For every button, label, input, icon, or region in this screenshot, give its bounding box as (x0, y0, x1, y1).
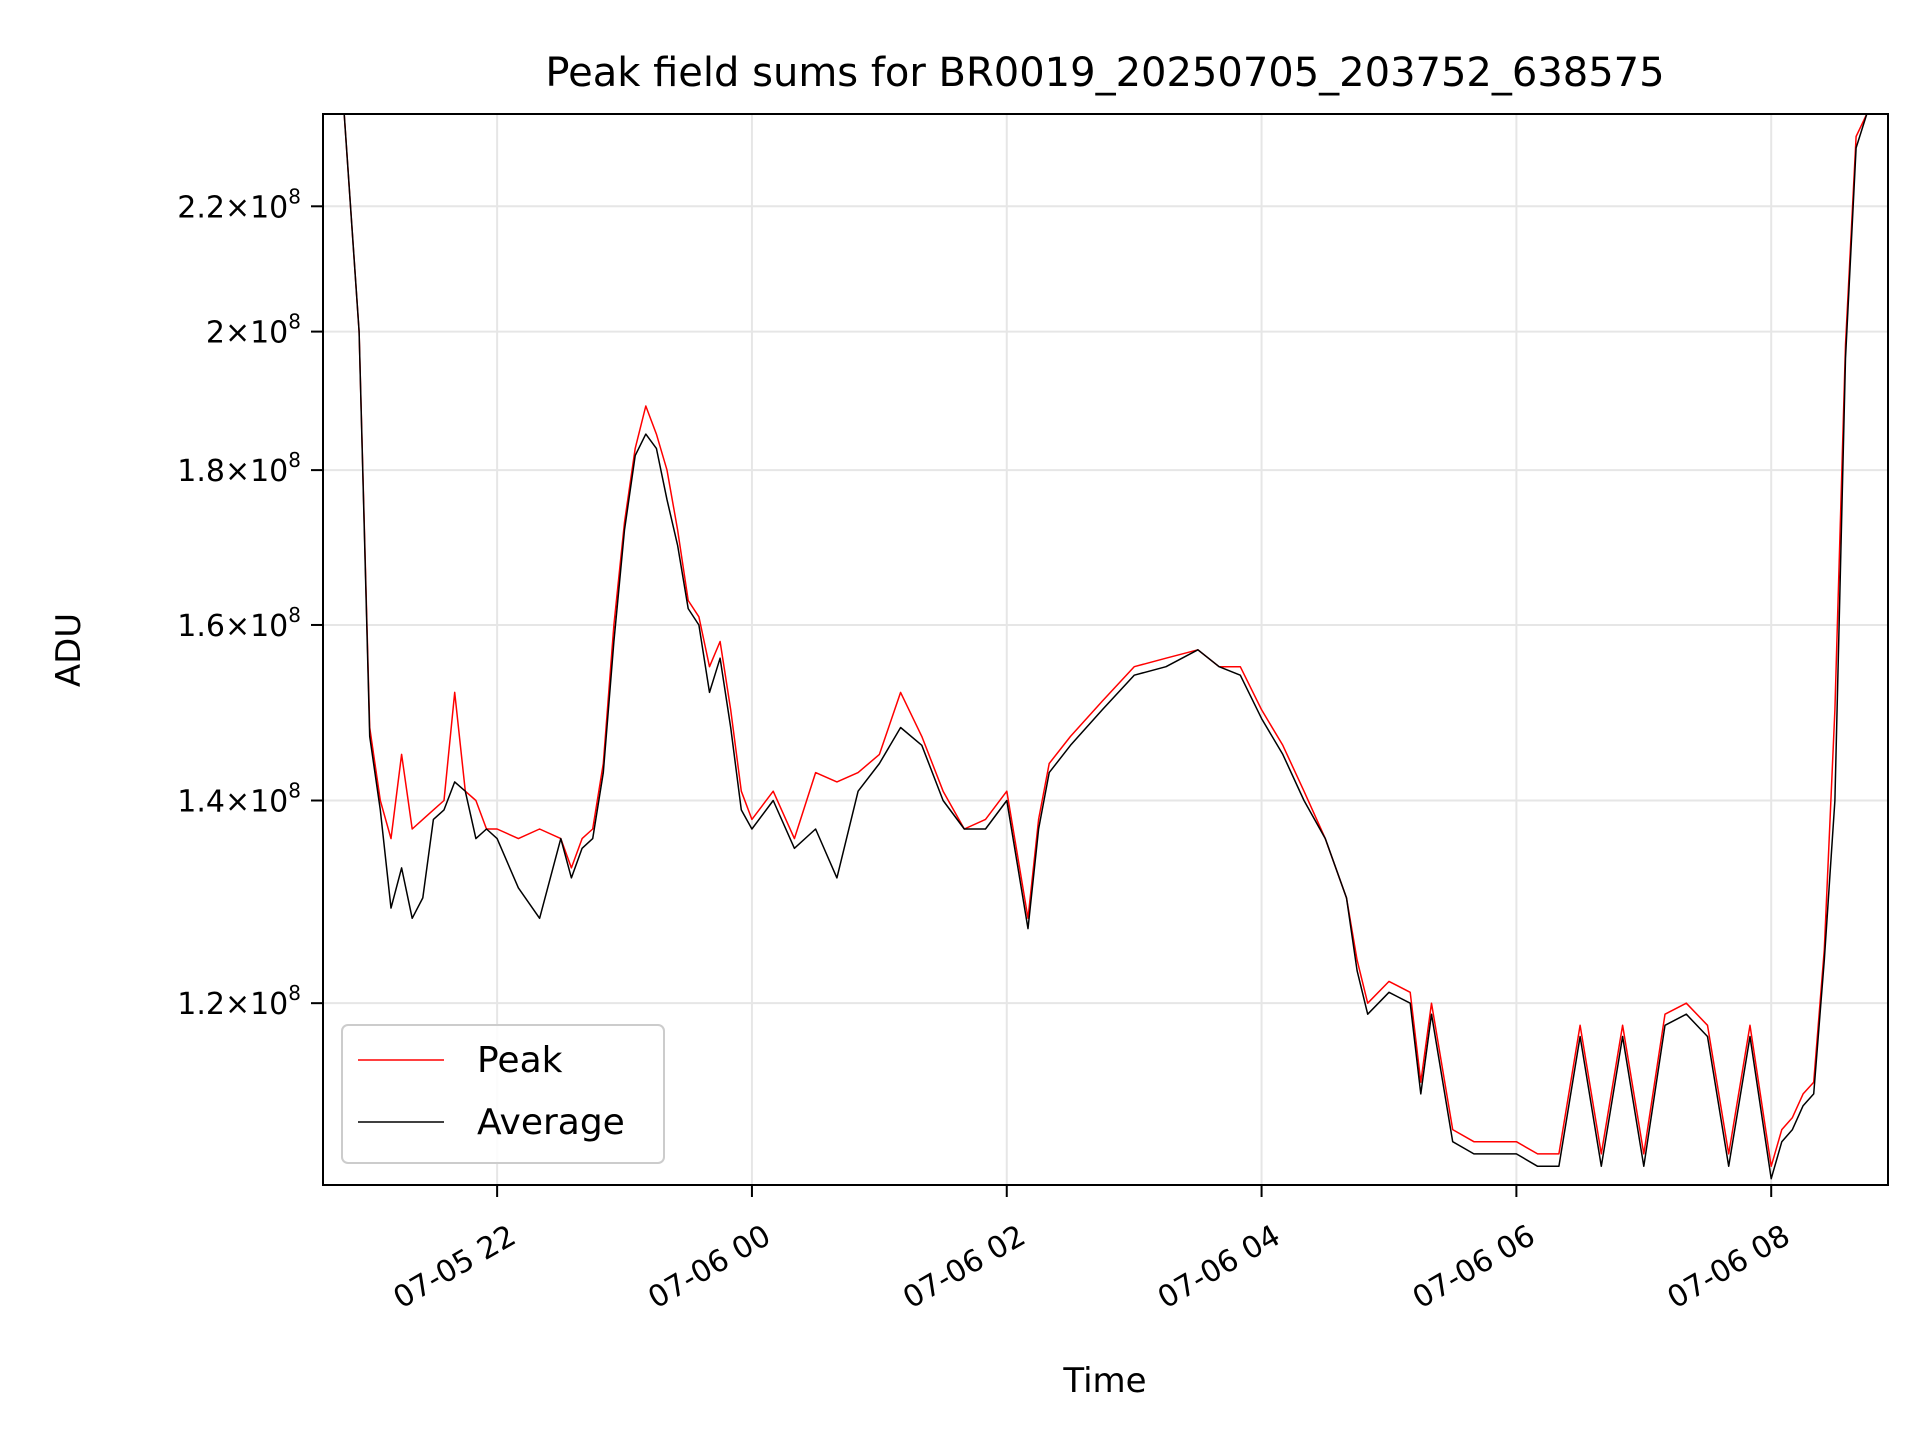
y-tick-label: 1.4×108 (177, 779, 301, 820)
chart-title: Peak field sums for BR0019_20250705_2037… (545, 50, 1664, 96)
grid (323, 114, 1888, 1185)
y-axis-label: ADU (49, 613, 89, 687)
y-tick-mantissa: 1.6 (177, 609, 225, 644)
y-ticks: 1.2×108 1.4×108 1.6×108 1.8×108 2×108 2.2×108 (177, 184, 323, 1022)
y-tick-exponent: 8 (288, 981, 301, 1005)
y-tick-exponent: 8 (288, 184, 301, 208)
y-tick-mantissa: 1.4 (177, 785, 225, 820)
y-tick-exponent: 8 (288, 448, 301, 472)
y-tick-label: 1.6×108 (177, 603, 301, 644)
y-tick-exponent: 8 (288, 310, 301, 334)
plot-lines (323, 113, 1888, 1180)
series-line-average (323, 113, 1888, 1180)
y-tick-label: 2.2×108 (177, 184, 301, 225)
y-tick-exponent: 8 (288, 779, 301, 803)
x-axis-label: Time (1062, 1361, 1146, 1401)
y-tick-mantissa: 1.8 (177, 454, 225, 489)
y-tick-exponent: 8 (288, 603, 301, 627)
y-tick-mantissa: 2.2 (177, 190, 225, 225)
series-line-peak (323, 113, 1888, 1168)
plot-frame (322, 113, 1889, 1186)
legend: Peak Average (341, 1024, 665, 1164)
legend-label-peak: Peak (477, 1040, 563, 1081)
y-tick-label: 2×108 (206, 310, 301, 351)
y-tick-label: 1.8×108 (177, 448, 301, 489)
y-tick-mantissa: 2 (206, 316, 225, 351)
legend-label-average: Average (477, 1102, 625, 1143)
y-tick-mantissa: 1.2 (177, 987, 225, 1022)
y-tick-label: 1.2×108 (177, 981, 301, 1022)
